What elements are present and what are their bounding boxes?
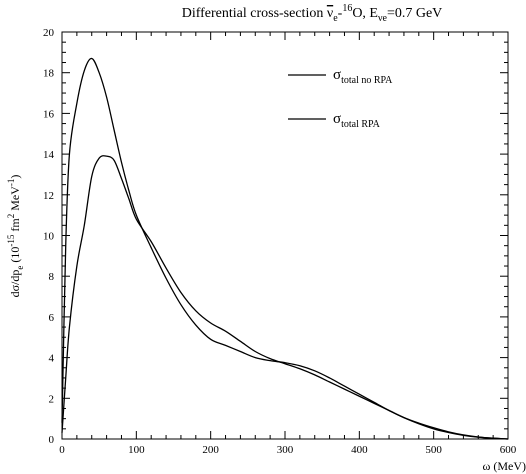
legend: σtotal no RPA σtotal RPA: [288, 67, 393, 130]
legend-label: σtotal RPA: [333, 111, 381, 130]
y-axis-ticks: 0 2 4 6 8 10 12 14 16 18 20: [43, 27, 508, 446]
series-layer: [61, 57, 509, 440]
y-tick-label: 10: [43, 231, 55, 243]
y-tick-label: 18: [43, 68, 55, 80]
x-tick-label: 0: [59, 444, 65, 456]
x-tick-label: 300: [277, 444, 294, 456]
y-tick-label: 16: [43, 108, 55, 120]
y-axis-label: dσ/dpe (10-15 fm2 MeV-1): [6, 175, 25, 298]
y-tick-label: 6: [49, 312, 55, 324]
title-nu-bar: ν: [327, 6, 333, 21]
y-tick-label: 8: [49, 271, 55, 283]
series-line-no-rpa: [61, 57, 509, 440]
legend-label: σtotal no RPA: [333, 67, 393, 86]
plot-frame: [61, 31, 509, 440]
x-tick-label: 100: [128, 444, 145, 456]
x-tick-label: 400: [351, 444, 368, 456]
y-tick-label: 2: [49, 393, 55, 405]
y-tick-label: 14: [43, 149, 55, 161]
y-tick-label: 0: [49, 434, 55, 446]
x-tick-label: 600: [500, 444, 517, 456]
series-line-rpa: [61, 155, 509, 440]
x-axis-ticks: 0 100 200 300 400 500 600: [59, 32, 517, 456]
y-tick-label: 12: [43, 190, 54, 202]
y-tick-label: 20: [43, 27, 55, 39]
x-axis-label: ω (MeV): [482, 459, 526, 473]
x-tick-label: 200: [202, 444, 219, 456]
y-tick-label: 4: [49, 353, 55, 365]
chart-title: Differential cross-section νe-16O, Eνe=0…: [182, 3, 443, 24]
x-tick-label: 500: [425, 444, 442, 456]
